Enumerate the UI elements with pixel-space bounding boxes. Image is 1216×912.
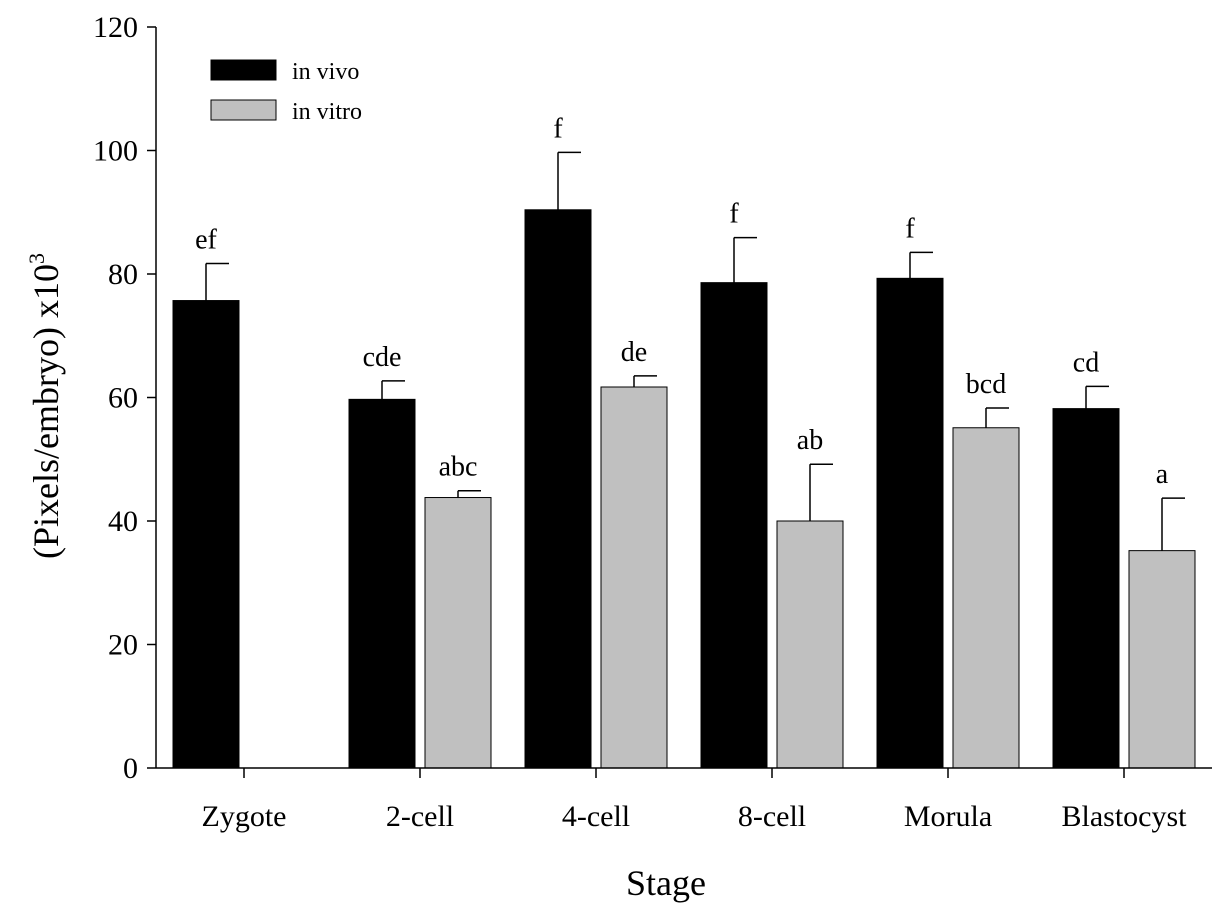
- bar-in-vivo-zygote: [172, 300, 240, 769]
- bar-in-vivo-4-cell: [524, 209, 592, 769]
- legend-label-in-vitro: in vitro: [292, 99, 362, 125]
- significance-labels-layer: ef cde abc f de f ab f bcd cd a: [195, 113, 1169, 490]
- x-tick-label: 2-cell: [386, 800, 454, 833]
- y-tick-label: 60: [108, 382, 138, 415]
- bar-in-vitro-blastocyst: [1128, 550, 1196, 769]
- bar-in-vitro-4-cell: [600, 386, 668, 769]
- y-axis-title-superscript: 3: [24, 253, 49, 264]
- y-tick-label: 0: [123, 752, 138, 785]
- significance-label: ef: [195, 225, 217, 256]
- x-axis-title: Stage: [626, 863, 706, 903]
- significance-label: a: [1156, 459, 1169, 490]
- legend-swatch-in-vivo: [210, 59, 277, 81]
- bar-in-vivo-8-cell: [700, 282, 768, 769]
- significance-label: bcd: [966, 369, 1006, 400]
- significance-label: de: [621, 337, 647, 368]
- significance-label: f: [553, 113, 563, 144]
- y-tick-label: 120: [93, 11, 138, 44]
- bar-in-vivo-2-cell: [348, 398, 416, 769]
- significance-label: cde: [363, 342, 402, 373]
- legend-swatch-in-vitro: [210, 99, 277, 121]
- bars-layer: [172, 209, 1196, 769]
- y-ticks: 0 20 40 60 80 100 120: [93, 11, 156, 785]
- x-tick-label: 4-cell: [562, 800, 630, 833]
- x-ticks: Zygote 2-cell 4-cell 8-cell Morula Blastocyst: [202, 768, 1188, 833]
- y-axis-title: (Pixels/embryo) x103: [24, 253, 66, 559]
- bar-in-vitro-8-cell: [776, 520, 844, 769]
- bar-in-vivo-blastocyst: [1052, 408, 1120, 769]
- bar-in-vitro-morula: [952, 427, 1020, 769]
- legend: in vivo in vitro: [210, 59, 362, 125]
- y-tick-label: 40: [108, 505, 138, 538]
- x-tick-label: Morula: [904, 800, 992, 833]
- bar-in-vivo-morula: [876, 277, 944, 769]
- bar-in-vitro-2-cell: [424, 497, 492, 769]
- x-tick-label: Zygote: [202, 800, 287, 833]
- y-tick-label: 20: [108, 629, 138, 662]
- significance-label: f: [905, 213, 915, 244]
- legend-label-in-vivo: in vivo: [292, 59, 359, 85]
- y-tick-label: 80: [108, 258, 138, 291]
- significance-label: cd: [1073, 347, 1099, 378]
- significance-label: f: [729, 199, 739, 230]
- y-axis-title-main: (Pixels/embryo) x10: [26, 264, 66, 559]
- significance-label: ab: [797, 425, 823, 456]
- x-tick-label: Blastocyst: [1062, 800, 1188, 833]
- significance-label: abc: [439, 452, 478, 483]
- x-tick-label: 8-cell: [738, 800, 806, 833]
- error-bars-layer: [205, 151, 1185, 551]
- y-tick-label: 100: [93, 135, 138, 168]
